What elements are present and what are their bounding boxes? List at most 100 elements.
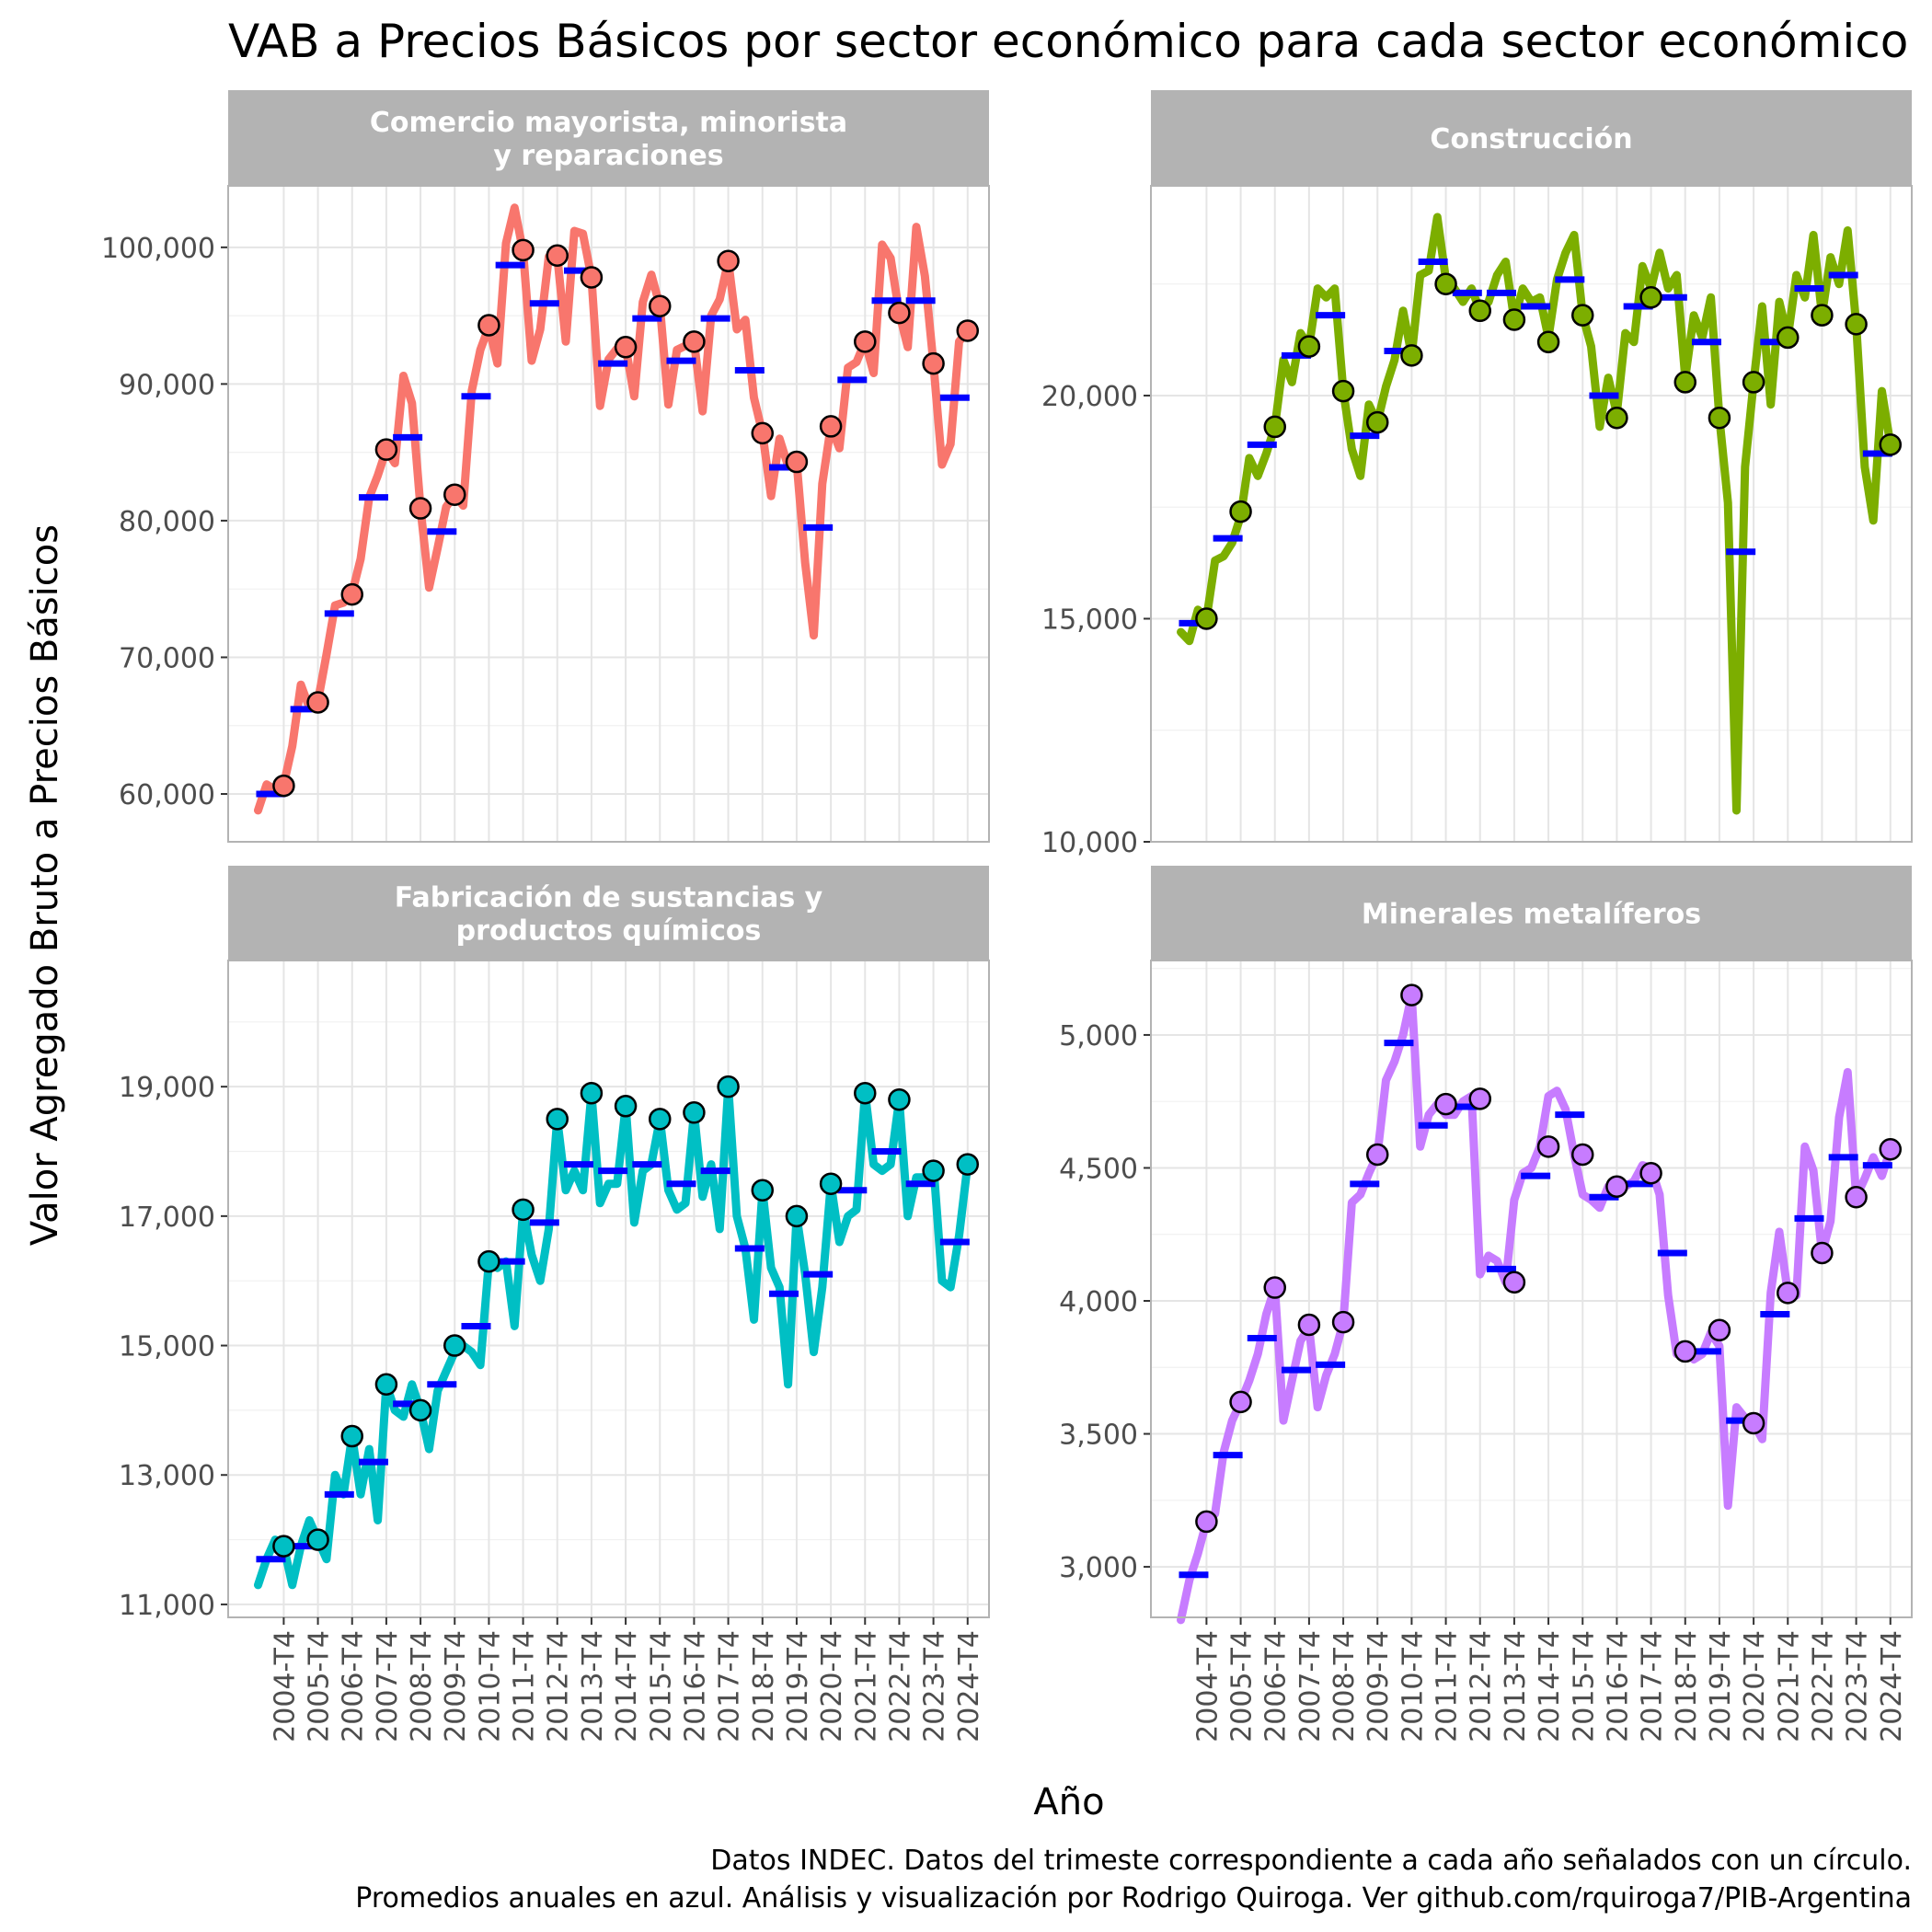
x-tick-label: 2016-T4 — [1602, 1630, 1634, 1742]
q4-point — [1536, 330, 1560, 354]
q4-point — [1571, 304, 1594, 327]
x-tick-label: 2004-T4 — [269, 1630, 301, 1742]
y-tick-label: 15,000 — [1041, 604, 1138, 636]
q4-point — [1639, 1162, 1662, 1185]
facet-strip-label: Construcción — [1430, 123, 1632, 155]
q4-point — [1365, 410, 1389, 434]
y-tick-label: 15,000 — [119, 1331, 215, 1363]
q4-point — [340, 1424, 363, 1448]
panel-border — [1150, 960, 1913, 1618]
y-tick-label: 80,000 — [119, 506, 215, 538]
x-tick-label: 2009-T4 — [440, 1630, 472, 1742]
q4-point — [512, 1198, 535, 1222]
q4-point — [922, 1159, 945, 1182]
q4-point — [1777, 326, 1800, 350]
y-tick-label: 10,000 — [1041, 827, 1138, 859]
q4-point — [306, 691, 329, 714]
y-tick-label: 5,000 — [1059, 1020, 1138, 1052]
facet-strip-label: y reparaciones — [493, 140, 723, 172]
series-line — [1177, 991, 1895, 1625]
q4-point — [1605, 406, 1628, 430]
q4-point — [1845, 1186, 1868, 1209]
q4-point — [1502, 308, 1526, 331]
caption-line-1: Datos INDEC. Datos del trimeste correspo… — [710, 1845, 1912, 1877]
q4-point — [717, 249, 740, 272]
q4-point — [477, 1249, 500, 1273]
q4-point — [512, 238, 535, 262]
x-tick-label: 2022-T4 — [1807, 1630, 1839, 1742]
panel-border — [1150, 185, 1913, 843]
x-tick-label: 2012-T4 — [1466, 1630, 1498, 1742]
q4-point — [751, 421, 775, 445]
q4-point — [1845, 313, 1868, 336]
y-axis-title: Valor Agregado Bruto a Precios Básicos — [24, 524, 66, 1246]
q4-point — [956, 1153, 980, 1176]
q4-point — [1468, 299, 1491, 323]
facet-strip-label: Fabricación de sustancias y — [395, 882, 823, 914]
q4-point — [1879, 433, 1903, 456]
caption-line-2: Promedios anuales en azul. Análisis y vi… — [355, 1882, 1912, 1915]
y-tick-label: 60,000 — [119, 779, 215, 811]
x-tick-label: 2017-T4 — [714, 1630, 746, 1742]
q4-point — [546, 244, 569, 268]
q4-point — [1811, 304, 1834, 327]
x-tick-label: 2023-T4 — [1842, 1630, 1874, 1742]
q4-point — [580, 266, 604, 289]
q4-point — [1263, 415, 1286, 439]
q4-point — [854, 330, 877, 353]
y-tick-label: 4,000 — [1059, 1286, 1138, 1318]
x-tick-label: 2015-T4 — [1568, 1630, 1600, 1742]
x-tick-label: 2005-T4 — [304, 1630, 336, 1742]
x-tick-label: 2019-T4 — [782, 1630, 814, 1742]
y-tick-label: 13,000 — [119, 1460, 215, 1492]
q4-point — [1434, 1092, 1457, 1116]
x-tick-label: 2012-T4 — [543, 1630, 575, 1742]
q4-point — [408, 1398, 432, 1422]
chart-title: VAB a Precios Básicos por sector económi… — [228, 15, 1908, 68]
q4-point — [340, 582, 363, 606]
q4-point — [1229, 1390, 1252, 1414]
q4-point — [477, 314, 500, 337]
q4-point — [272, 774, 295, 798]
x-tick-label: 2013-T4 — [1500, 1630, 1532, 1742]
q4-point — [649, 294, 672, 317]
q4-point — [1229, 500, 1252, 523]
y-tick-label: 3,000 — [1059, 1552, 1138, 1584]
q4-point — [1673, 1340, 1697, 1363]
x-tick-label: 2009-T4 — [1363, 1630, 1395, 1742]
q4-point — [272, 1535, 295, 1558]
facet-strip — [228, 90, 989, 186]
x-tick-label: 2024-T4 — [953, 1630, 985, 1742]
q4-point — [1263, 1276, 1286, 1299]
panel-background — [228, 960, 989, 1617]
q4-point — [785, 1204, 809, 1228]
x-tick-label: 2024-T4 — [1876, 1630, 1908, 1742]
x-tick-label: 2021-T4 — [850, 1630, 882, 1742]
q4-point — [751, 1179, 775, 1202]
panel-background — [228, 186, 989, 842]
q4-point — [1777, 1282, 1800, 1305]
q4-point — [819, 1172, 843, 1195]
series-line — [254, 1082, 972, 1590]
y-tick-label: 4,500 — [1059, 1153, 1138, 1185]
x-tick-label: 2015-T4 — [645, 1630, 677, 1742]
q4-point — [1365, 1143, 1389, 1167]
x-tick-label: 2018-T4 — [748, 1630, 780, 1742]
x-tick-label: 2021-T4 — [1773, 1630, 1805, 1742]
q4-point — [683, 330, 706, 353]
q4-point — [1811, 1241, 1834, 1265]
y-tick-label: 11,000 — [119, 1590, 215, 1622]
x-tick-label: 2014-T4 — [611, 1630, 643, 1742]
q4-point — [1434, 272, 1457, 295]
y-tick-label: 100,000 — [101, 233, 215, 265]
q4-point — [408, 497, 432, 520]
x-tick-label: 2010-T4 — [1397, 1630, 1429, 1742]
q4-point — [1297, 1313, 1321, 1337]
q4-point — [888, 301, 911, 325]
x-tick-label: 2020-T4 — [816, 1630, 848, 1742]
q4-point — [1331, 379, 1355, 403]
x-tick-label: 2014-T4 — [1534, 1630, 1566, 1742]
